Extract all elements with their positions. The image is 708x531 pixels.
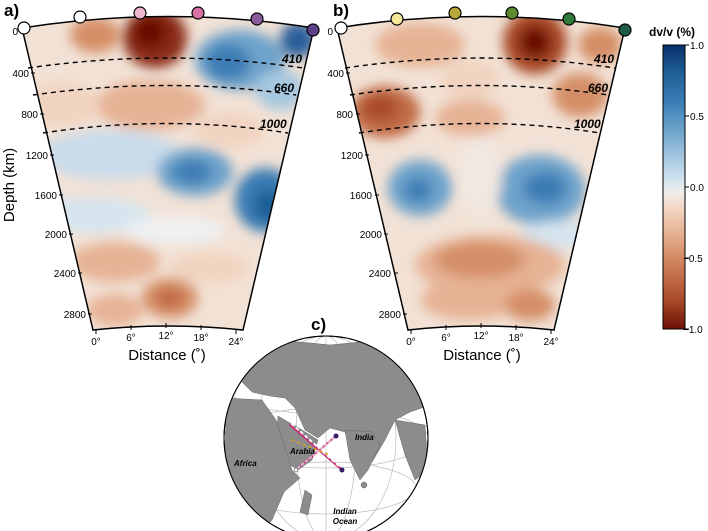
panel-a-1000-line xyxy=(42,122,289,134)
panel-b-distance-tick: 24° xyxy=(543,337,558,348)
panel-a-depth-tick: 2000 xyxy=(45,230,68,241)
colorbar-title: dv/v (%) xyxy=(649,25,695,39)
panel-b-depth-tick: 1600 xyxy=(350,191,373,202)
panel-b-depth-tick: 800 xyxy=(336,110,353,121)
panel-b-depth-tick: 2400 xyxy=(369,269,392,280)
panel-a-label: a) xyxy=(4,1,19,20)
panel-a-distance-tick: 6° xyxy=(126,333,136,344)
panel-b-660-line xyxy=(349,84,609,96)
panel-b-station-marker xyxy=(334,21,348,35)
panel-a-station-marker xyxy=(306,23,320,37)
panel-b-depth-tick: 0 xyxy=(327,27,333,38)
panel-b-station-marker xyxy=(390,12,404,26)
panel-c-label: c) xyxy=(311,315,326,334)
panel-a-label-660: 660 xyxy=(274,81,294,95)
panel-b-label-660: 660 xyxy=(588,81,608,95)
panel-a-depth-tick: 2400 xyxy=(54,269,77,280)
panel-b-depth-tick: 2000 xyxy=(360,230,383,241)
panel-a-station-marker xyxy=(191,6,205,20)
colorbar-tick: 0.0 xyxy=(690,183,704,194)
panel-b-station-marker xyxy=(448,6,462,20)
panel-a-tomography-field xyxy=(22,16,314,330)
map-label-india: India xyxy=(355,433,374,442)
colorbar-tick: −0.5 xyxy=(683,254,703,265)
panel-b-depth-tick: 1200 xyxy=(341,151,364,162)
panel-a-depth-tick: 0 xyxy=(12,27,18,38)
panel-a-depth-tick: 1600 xyxy=(35,191,58,202)
colorbar-tick: 0.5 xyxy=(690,112,704,123)
panel-b: 410 660 1000 0 400 800 1200 1600 2000 24… xyxy=(327,1,632,348)
map-label-africa: Africa xyxy=(233,459,257,468)
panel-b-label: b) xyxy=(333,1,349,20)
panel-b-station-marker xyxy=(562,12,576,26)
raypath-traces xyxy=(289,423,343,471)
panel-c: c) xyxy=(223,315,429,531)
colorbar-gradient xyxy=(662,44,686,330)
panel-a-station-marker xyxy=(17,21,31,35)
panel-a-distance-tick: 24° xyxy=(228,337,243,348)
panel-a-distance-axis-title: Distance (˚) xyxy=(128,347,206,364)
panel-b-station-marker xyxy=(505,6,519,20)
map-label-indian: Indian xyxy=(333,507,357,516)
panel-a-distance-ticks xyxy=(95,323,237,334)
panel-a-station-marker xyxy=(73,10,87,24)
panel-a-outline xyxy=(21,15,315,331)
colorbar-tick: 1.0 xyxy=(690,41,704,52)
panel-a-distance-tick: 18° xyxy=(193,333,208,344)
globe-map xyxy=(223,335,429,531)
panel-b-410-line xyxy=(344,57,616,69)
map-label-arabia: Arabia xyxy=(289,447,315,456)
panel-a-depth-tick: 800 xyxy=(21,110,38,121)
panel-a-label-410: 410 xyxy=(281,52,302,66)
panel-b-station-marker xyxy=(618,23,632,37)
panel-b-distance-tick: 0° xyxy=(406,337,416,348)
panel-a: 410 660 1000 0 400 800 1200 1600 2000 24… xyxy=(4,1,320,348)
panel-b-distance-tick: 6° xyxy=(441,333,451,344)
colorbar-tick: −1.0 xyxy=(683,325,703,336)
panel-b-depth-tick: 400 xyxy=(327,69,344,80)
panel-a-410-line xyxy=(27,57,304,69)
panel-b-tomography-field xyxy=(337,16,625,330)
panel-b-depth-tick: 2800 xyxy=(379,310,402,321)
panel-a-distance-tick: 0° xyxy=(91,337,101,348)
panel-b-1000-line xyxy=(358,122,601,134)
panel-b-label-410: 410 xyxy=(593,52,614,66)
panel-a-depth-tick: 2800 xyxy=(64,310,87,321)
panel-b-label-1000: 1000 xyxy=(574,117,601,131)
panel-a-depth-tick: 1200 xyxy=(26,151,49,162)
panel-a-station-marker xyxy=(133,6,147,20)
madagascar-landmass xyxy=(299,489,313,516)
panel-b-distance-ticks xyxy=(410,323,552,334)
map-label-ocean: Ocean xyxy=(333,517,358,526)
panel-a-distance-tick: 12° xyxy=(158,331,173,342)
india-landmass xyxy=(344,429,381,481)
panel-a-station-marker xyxy=(250,12,264,26)
panel-b-distance-tick: 18° xyxy=(508,333,523,344)
panel-b-distance-axis-title: Distance (˚) xyxy=(443,347,521,364)
colorbar: dv/v (%) 1.0 0.5 0.0 −0.5 −1.0 xyxy=(649,25,704,336)
panel-a-label-1000: 1000 xyxy=(260,117,287,131)
depth-axis-title: Depth (km) xyxy=(1,148,18,222)
panel-b-outline xyxy=(336,15,626,331)
panel-a-depth-tick: 400 xyxy=(12,69,29,80)
panel-b-distance-tick: 12° xyxy=(473,331,488,342)
